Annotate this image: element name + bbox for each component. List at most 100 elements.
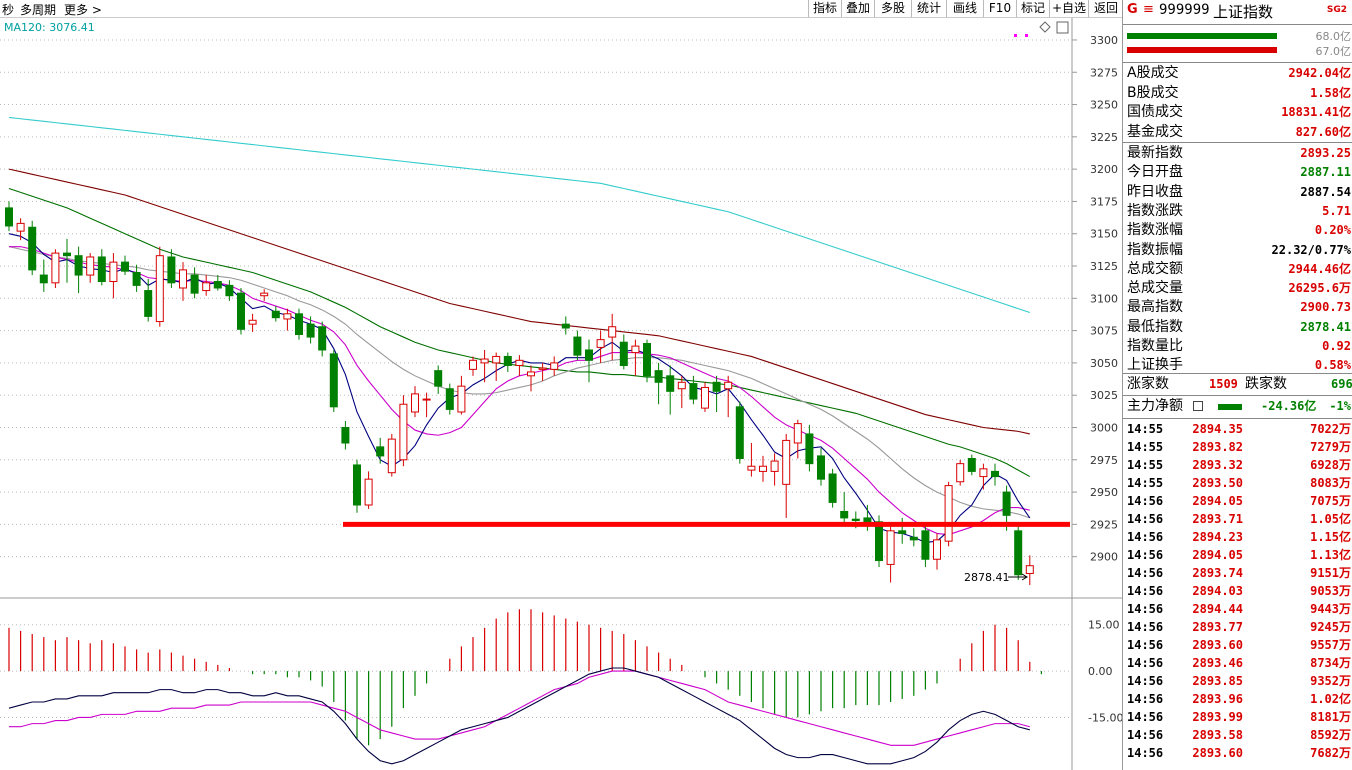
candle[interactable] (74, 246, 83, 294)
candle[interactable] (306, 316, 315, 344)
candles[interactable] (5, 201, 1034, 586)
candle[interactable] (260, 289, 269, 301)
candle[interactable] (1025, 555, 1034, 586)
tick-row[interactable]: 14:55 2894.35 7022万 (1123, 420, 1352, 438)
candle[interactable] (967, 454, 976, 476)
candle[interactable] (434, 365, 443, 394)
candle[interactable] (538, 362, 547, 381)
tick-row[interactable]: 14:55 2893.82 7279万 (1123, 438, 1352, 456)
candle[interactable] (399, 395, 408, 467)
candle[interactable] (132, 264, 141, 292)
candlestick-chart[interactable]: 3300 3275 3250 3225 3200 3175 3150 3125 3100 3075… (0, 18, 1122, 770)
candle[interactable] (1014, 525, 1023, 580)
candle[interactable] (770, 453, 779, 486)
candle[interactable] (341, 421, 350, 450)
candle[interactable] (689, 375, 698, 405)
candle[interactable] (666, 365, 675, 415)
candle[interactable] (387, 433, 396, 477)
candle[interactable] (144, 278, 153, 322)
candle[interactable] (492, 352, 501, 381)
candle[interactable] (759, 455, 767, 482)
candle[interactable] (248, 313, 257, 332)
candle[interactable] (735, 401, 744, 464)
tick-row[interactable]: 14:55 2893.50 8083万 (1123, 474, 1352, 492)
candle[interactable] (527, 365, 535, 392)
candle[interactable] (271, 306, 280, 322)
candle[interactable] (933, 533, 941, 570)
candle[interactable] (817, 448, 825, 486)
candle[interactable] (213, 275, 222, 291)
candle[interactable] (225, 280, 234, 301)
candle[interactable] (411, 386, 419, 418)
indicator-button[interactable]: 指标 (808, 0, 841, 17)
candle[interactable] (190, 267, 199, 299)
candle[interactable] (155, 246, 164, 327)
candle[interactable] (97, 249, 106, 286)
menu-icon[interactable]: ≡ (1143, 2, 1154, 17)
toolbar-item-more[interactable]: 更多 > (64, 3, 102, 17)
candle[interactable] (121, 255, 129, 276)
candle[interactable] (63, 238, 71, 283)
candle[interactable] (109, 253, 118, 299)
candle[interactable] (596, 330, 605, 363)
candle[interactable] (979, 463, 988, 490)
candle[interactable] (16, 218, 25, 241)
candle[interactable] (619, 334, 628, 370)
tick-row[interactable]: 14:56 2893.46 8734万 (1123, 654, 1352, 672)
candle[interactable] (445, 383, 454, 415)
candle[interactable] (701, 382, 709, 412)
f10-button[interactable]: F10 (983, 0, 1016, 17)
candle[interactable] (944, 481, 953, 547)
candle[interactable] (329, 349, 338, 412)
candle[interactable] (318, 321, 327, 357)
tick-row[interactable]: 14:56 2893.85 9352万 (1123, 672, 1352, 690)
candle[interactable] (793, 419, 802, 459)
candle[interactable] (28, 220, 37, 276)
tick-row[interactable]: 14:55 2893.32 6928万 (1123, 456, 1352, 474)
tick-row[interactable]: 14:56 2893.58 8592万 (1123, 726, 1352, 744)
candle[interactable] (480, 349, 489, 383)
candle[interactable] (828, 468, 837, 508)
candle[interactable] (631, 339, 640, 376)
tick-row[interactable]: 14:56 2894.05 1.13亿 (1123, 546, 1352, 564)
candle[interactable] (515, 355, 524, 376)
candle[interactable] (677, 375, 686, 409)
candle[interactable] (956, 459, 965, 486)
candle[interactable] (782, 433, 791, 518)
candle[interactable] (747, 442, 756, 477)
candle[interactable] (457, 375, 466, 415)
tick-row[interactable]: 14:56 2894.44 9443万 (1123, 600, 1352, 618)
diamond-icon[interactable] (1039, 21, 1051, 33)
toolbar-item-multi-period[interactable]: 多周期 (20, 3, 57, 17)
candle[interactable] (167, 249, 176, 288)
tick-row[interactable]: 14:56 2893.60 9557万 (1123, 636, 1352, 654)
candle[interactable] (921, 524, 930, 567)
candle[interactable] (654, 362, 663, 405)
mark-button[interactable]: 标记 (1016, 0, 1049, 17)
multi-stock-button[interactable]: 多股 (874, 0, 911, 17)
candle[interactable] (469, 356, 477, 376)
candle[interactable] (295, 308, 303, 340)
candle[interactable] (561, 316, 570, 335)
tick-row[interactable]: 14:56 2893.96 1.02亿 (1123, 690, 1352, 708)
back-button[interactable]: 返回 (1088, 0, 1123, 17)
candle[interactable] (840, 492, 849, 525)
maximize-icon[interactable] (1056, 21, 1069, 34)
tick-row[interactable]: 14:56 2893.60 7682万 (1123, 744, 1352, 762)
candle[interactable] (712, 375, 721, 412)
tick-row[interactable]: 14:56 2894.05 7075万 (1123, 492, 1352, 510)
tick-row[interactable]: 14:56 2893.74 9151万 (1123, 564, 1352, 582)
candle[interactable] (991, 463, 999, 486)
candle[interactable] (573, 330, 582, 361)
candle[interactable] (39, 259, 48, 292)
candle[interactable] (608, 313, 617, 361)
tick-row[interactable]: 14:56 2893.99 8181万 (1123, 708, 1352, 726)
tick-row[interactable]: 14:56 2893.71 1.05亿 (1123, 510, 1352, 528)
candle[interactable] (86, 253, 95, 283)
candle[interactable] (886, 524, 895, 583)
candle[interactable] (179, 262, 187, 301)
candle[interactable] (51, 249, 60, 288)
draw-line-button[interactable]: 画线 (946, 0, 983, 17)
tick-row[interactable]: 14:56 2894.23 1.15亿 (1123, 528, 1352, 546)
candle[interactable] (283, 308, 292, 331)
